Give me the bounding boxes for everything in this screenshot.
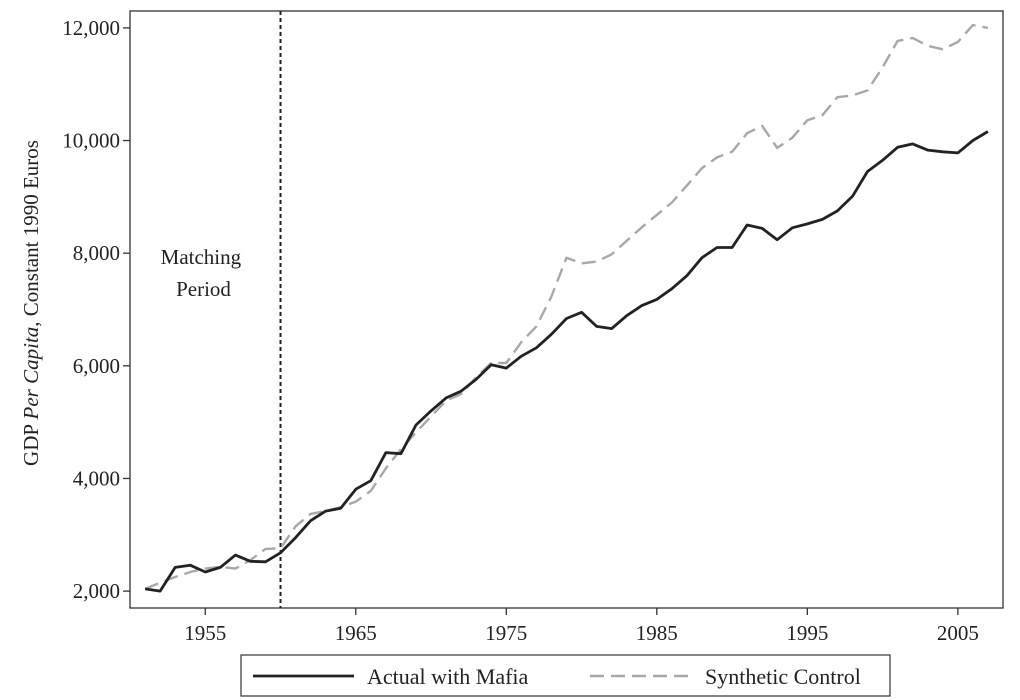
- y-tick-label: 12,000: [62, 16, 120, 40]
- plot-frame: [129, 10, 1004, 609]
- y-axis-title-part-1: GDP: [19, 419, 43, 465]
- series-line-actual-with-mafia: [144, 130, 989, 593]
- y-axis-title-part-3: , Constant 1990 Euros: [19, 140, 43, 327]
- y-tick-label: 10,000: [62, 129, 120, 153]
- series-line-synthetic-control: [144, 23, 989, 591]
- legend-label-actual: Actual with Mafia: [367, 664, 529, 689]
- y-axis-ticks: 2,000 4,000 6,000 8,000 10,000 12,000: [62, 16, 130, 603]
- x-tick-label: 1995: [786, 621, 828, 645]
- x-tick-label: 1975: [485, 621, 527, 645]
- x-tick-label: 1965: [335, 621, 377, 645]
- x-tick-label: 1955: [184, 621, 226, 645]
- legend-label-synthetic: Synthetic Control: [705, 664, 861, 689]
- legend: Actual with Mafia Synthetic Control: [240, 654, 891, 697]
- annotation-line-2: Period: [176, 277, 231, 301]
- x-axis-ticks: 1955 1965 1975 1985 1995 2005: [184, 608, 979, 645]
- y-axis-title: GDP Per Capita, Constant 1990 Euros: [19, 140, 43, 466]
- x-tick-label: 2005: [937, 621, 979, 645]
- y-tick-label: 4,000: [73, 466, 120, 490]
- x-tick-label: 1985: [636, 621, 678, 645]
- y-tick-label: 2,000: [73, 579, 120, 603]
- matching-period-annotation: Matching Period: [161, 245, 247, 301]
- annotation-line-1: Matching: [161, 245, 242, 269]
- series-layer: [144, 23, 989, 593]
- y-tick-label: 6,000: [73, 354, 120, 378]
- y-axis-title-part-2: Per Capita: [19, 327, 43, 421]
- y-tick-label: 8,000: [73, 241, 120, 265]
